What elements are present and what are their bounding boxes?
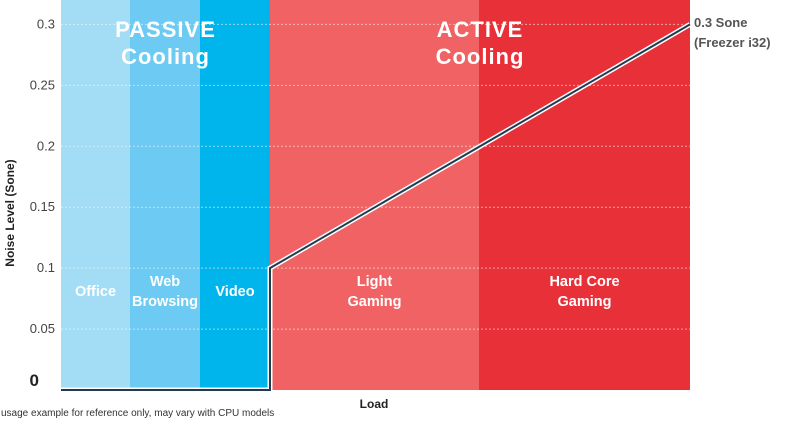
zone-4 [479, 0, 690, 390]
zone-label-4-0: Hard Core [549, 274, 619, 290]
noise-line-path [61, 23, 691, 391]
y-axis-ticks: 0 0.05 0.1 0.15 0.2 0.25 0.3 [30, 16, 55, 390]
zone-label-3-0: Light [357, 274, 393, 290]
y-tick-3: 0.15 [30, 199, 55, 214]
zone-0 [61, 0, 130, 390]
y-tick-4: 0.2 [37, 138, 55, 153]
y-tick-2: 0.1 [37, 260, 55, 275]
y-axis-label: Noise Level (Sone) [3, 159, 17, 266]
zone-label-2-0: Video [215, 284, 254, 300]
load-zones: Office Web Browsing Video Light Gaming Hard Co… [61, 0, 690, 390]
group-label-1-1: Cooling [436, 44, 525, 69]
y-tick-6: 0.3 [37, 16, 55, 31]
y-tick-5: 0.25 [30, 77, 55, 92]
noise-line [61, 22, 692, 393]
zone-1 [130, 0, 200, 390]
y-tick-0: 0 [30, 371, 39, 390]
group-label-0-1: Cooling [121, 44, 210, 69]
footnote: usage example for reference only, may va… [1, 408, 275, 419]
y-tick-1: 0.05 [30, 321, 55, 336]
endpoint-annotation: 0.3 Sone (Freezer i32) [694, 15, 771, 50]
zone-2 [200, 0, 270, 390]
zone-label-3-1: Gaming [348, 294, 402, 310]
group-label-0-0: PASSIVE [115, 17, 216, 42]
annotation-line-0: 0.3 Sone [694, 15, 747, 30]
zone-label-4-1: Gaming [558, 294, 612, 310]
annotation-line-1: (Freezer i32) [694, 35, 771, 50]
zone-3 [270, 0, 479, 390]
zone-label-0-0: Office [75, 284, 116, 300]
zone-label-1-0: Web [150, 274, 180, 290]
zone-label-1-1: Browsing [132, 294, 198, 310]
x-axis-label: Load [360, 397, 389, 411]
group-label-1-0: ACTIVE [437, 17, 524, 42]
